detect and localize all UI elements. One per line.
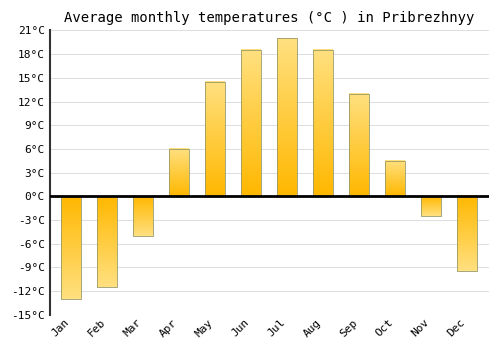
Title: Average monthly temperatures (°C ) in Pribrezhnyy: Average monthly temperatures (°C ) in Pr…	[64, 11, 474, 25]
Bar	[422, 196, 441, 216]
Bar	[170, 149, 189, 196]
Bar	[242, 50, 261, 196]
Bar	[386, 161, 405, 196]
Bar	[98, 196, 117, 287]
Bar	[458, 196, 477, 271]
Bar	[278, 38, 297, 196]
Bar	[62, 196, 81, 299]
Bar	[350, 93, 369, 196]
Bar	[134, 196, 153, 236]
Bar	[314, 50, 333, 196]
Bar	[206, 82, 225, 196]
